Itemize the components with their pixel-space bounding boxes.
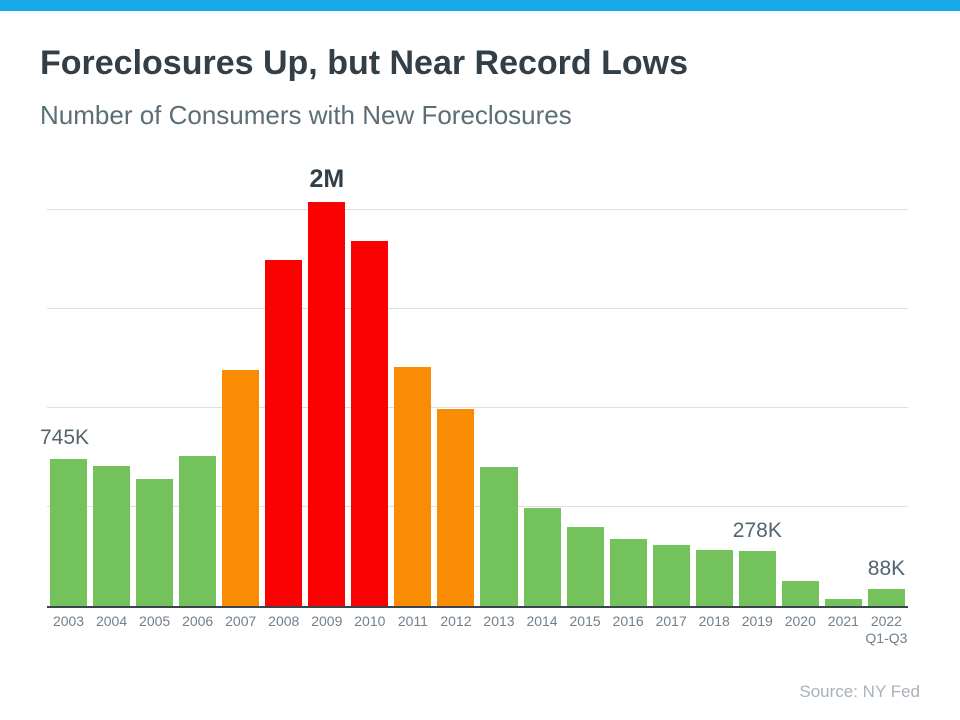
bar-column-2008 [262,166,305,606]
bar-2004 [93,466,131,606]
x-tick-2022-q1-q3: 2022 Q1-Q3 [865,613,908,646]
bar-2005 [136,479,174,606]
x-tick-2010: 2010 [354,613,386,629]
bar-column-2007 [219,166,262,606]
x-tick-2003: 2003 [52,613,85,629]
bar-column-2012 [434,166,477,606]
bar-2008 [265,259,303,606]
annotation-278k: 278K [732,518,782,542]
bar-column-2021 [822,166,865,606]
bar-2020 [781,580,819,606]
bar-2014 [523,508,561,606]
bar-column-2018 [693,166,736,606]
annotation-745k: 745K [40,426,90,450]
annotation-2m: 2M [309,165,345,194]
source-credit: Source: NY Fed [799,682,920,701]
bar-series [47,166,908,606]
annotation-88k: 88K [867,556,906,580]
x-tick-2006: 2006 [182,613,214,629]
bar-2012 [437,409,475,606]
chart-plot-area: 745K 2M 278K 88K [40,165,908,608]
bar-2018 [695,550,733,606]
x-tick-2018: 2018 [698,613,730,629]
bar-column-2015 [564,166,607,606]
bar-2009 [308,202,346,606]
x-axis-labels: 2003 2004 2005 2006 2007 2008 2009 2010 2011 2012… [47,613,908,647]
x-tick-2014: 2014 [526,613,558,629]
bar-column-2011 [391,166,434,606]
bar-2013 [480,467,518,606]
x-tick-2007: 2007 [225,613,257,629]
bar-column-2004 [90,166,133,606]
gridline-500k [47,506,908,507]
bar-column-2022-q1-q3 [865,166,908,606]
x-tick-2019: 2019 [741,613,773,629]
bar-2003 [50,458,88,606]
bar-column-2013 [477,166,520,606]
bar-2021 [824,598,862,606]
x-tick-2017: 2017 [655,613,687,629]
bar-column-2017 [650,166,693,606]
bar-column-2019 [736,166,779,606]
x-tick-2015: 2015 [569,613,601,629]
bar-column-2014 [521,166,564,606]
x-tick-2005: 2005 [139,613,171,629]
top-accent-bar [0,0,960,11]
bar-2006 [179,456,217,606]
page-subtitle: Number of Consumers with New Foreclosure… [40,100,572,130]
page-title: Foreclosures Up, but Near Record Lows [40,44,689,82]
gridline-1000k [47,406,908,408]
bar-column-2010 [348,166,391,606]
x-tick-2016: 2016 [612,613,644,629]
bar-column-2003 [47,166,90,606]
bar-column-2006 [176,166,219,606]
x-tick-2012: 2012 [440,613,472,629]
bar-2010 [351,241,389,606]
x-tick-2013: 2013 [483,613,515,629]
x-tick-2020: 2020 [784,613,816,629]
x-tick-2009: 2009 [311,613,343,629]
x-tick-2021: 2021 [827,613,859,629]
x-tick-2004: 2004 [95,613,128,629]
bar-column-2016 [607,166,650,606]
x-tick-2011: 2011 [397,613,428,629]
x-tick-2008: 2008 [268,613,300,629]
bar-2022-q1-q3 [867,588,905,606]
bar-2016 [609,539,647,606]
bar-column-2009 [305,166,348,606]
bar-2015 [566,527,604,606]
bar-2017 [652,545,690,606]
gridline-2000k [47,208,908,210]
bar-column-2020 [779,166,822,606]
bar-2019 [738,551,776,606]
bar-2011 [394,367,432,606]
bar-2007 [222,370,260,606]
gridline-1500k [47,307,908,309]
bar-column-2005 [133,166,176,606]
